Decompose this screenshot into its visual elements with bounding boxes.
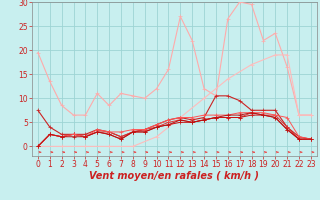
X-axis label: Vent moyen/en rafales ( km/h ): Vent moyen/en rafales ( km/h )	[89, 171, 260, 181]
